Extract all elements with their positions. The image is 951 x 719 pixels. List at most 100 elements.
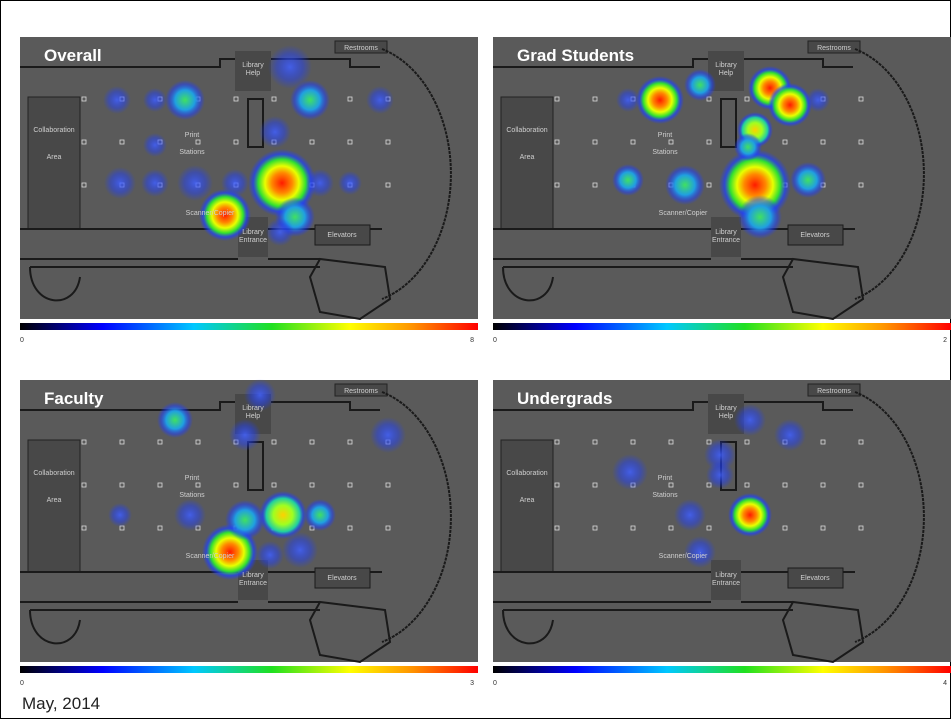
heat-blob	[268, 45, 312, 89]
floor-label: Area	[47, 497, 62, 504]
column	[385, 139, 391, 145]
floor-label: Library	[715, 229, 737, 236]
column	[592, 439, 598, 445]
column	[668, 525, 674, 531]
heat-blob	[104, 167, 136, 199]
restrooms	[807, 383, 861, 397]
column	[744, 96, 750, 102]
column	[347, 96, 353, 102]
scale-min: 0	[493, 337, 497, 344]
wall	[493, 401, 853, 411]
elevators	[787, 567, 844, 589]
heat-blob	[174, 499, 206, 531]
column	[233, 139, 239, 145]
heat-blob	[338, 171, 362, 195]
floor-label: Help	[719, 70, 734, 77]
column	[81, 439, 87, 445]
column	[668, 139, 674, 145]
column	[385, 525, 391, 531]
column	[820, 139, 826, 145]
heat-blob	[259, 116, 291, 148]
column	[858, 139, 864, 145]
collaboration-area	[27, 439, 81, 573]
heat-blob	[259, 491, 307, 539]
heatmap-panel: LibraryHelpRestroomsCollaborationAreaPri…	[493, 37, 951, 344]
column	[668, 482, 674, 488]
column	[233, 96, 239, 102]
color-bar	[20, 323, 478, 330]
library-entrance	[711, 560, 741, 600]
floor-label: Elevators	[800, 232, 830, 239]
column	[858, 96, 864, 102]
elevators	[314, 224, 371, 246]
floor-label: Scanner/Copier	[186, 553, 235, 560]
stairs	[720, 98, 737, 148]
scale-min: 0	[20, 337, 24, 344]
column	[195, 139, 201, 145]
column	[858, 439, 864, 445]
column	[81, 182, 87, 188]
panel-title: Undergrads	[517, 389, 612, 408]
heat-blob	[141, 169, 169, 197]
restrooms	[334, 40, 388, 54]
floor-label: Print	[658, 132, 672, 139]
elevators	[314, 567, 371, 589]
column	[119, 139, 125, 145]
floor-label: Entrance	[712, 237, 740, 244]
floor-label: Scanner/Copier	[659, 210, 708, 217]
floor-label: Library	[715, 405, 737, 412]
heat-blob	[370, 417, 406, 453]
floor-label: Stations	[179, 149, 205, 156]
floor-label: Restrooms	[344, 45, 378, 52]
floor-label: Area	[520, 154, 535, 161]
heatmap-panel: LibraryHelpRestroomsCollaborationAreaPri…	[20, 37, 478, 344]
heat-blob	[790, 162, 826, 198]
column	[858, 482, 864, 488]
column	[554, 139, 560, 145]
heat-blob	[674, 499, 706, 531]
heat-blob	[225, 500, 265, 540]
scale-max: 4	[943, 680, 947, 687]
column	[81, 482, 87, 488]
column	[858, 182, 864, 188]
curved-wall	[854, 48, 925, 300]
column	[858, 525, 864, 531]
column	[157, 439, 163, 445]
column	[347, 139, 353, 145]
column	[309, 439, 315, 445]
floor-label: Print	[658, 475, 672, 482]
scale-max: 3	[470, 680, 474, 687]
column	[592, 182, 598, 188]
column	[820, 525, 826, 531]
floor-label: Entrance	[712, 580, 740, 587]
heat-blob	[774, 419, 806, 451]
restrooms	[807, 40, 861, 54]
scale-max: 2	[943, 337, 947, 344]
column	[820, 482, 826, 488]
column	[81, 525, 87, 531]
curved-wall	[381, 48, 452, 300]
floor-label: Collaboration	[33, 470, 74, 477]
heat-blob	[704, 439, 736, 471]
corridor	[29, 600, 392, 664]
floor-label: Scanner/Copier	[659, 553, 708, 560]
floor-label: Print	[185, 475, 199, 482]
heat-blob	[366, 86, 394, 114]
column	[554, 96, 560, 102]
panel-title: Grad Students	[517, 46, 634, 65]
floor-label: Print	[185, 132, 199, 139]
column	[592, 96, 598, 102]
floor-label: Entrance	[239, 237, 267, 244]
floor-label: Elevators	[327, 232, 357, 239]
column	[706, 139, 712, 145]
floor-label: Help	[246, 70, 261, 77]
heat-blob	[244, 379, 276, 411]
elevators	[787, 224, 844, 246]
column	[157, 482, 163, 488]
heat-blob	[728, 493, 772, 537]
scale-max: 8	[470, 337, 474, 344]
heat-blob	[177, 165, 213, 201]
floor-label: Collaboration	[506, 127, 547, 134]
column	[233, 482, 239, 488]
